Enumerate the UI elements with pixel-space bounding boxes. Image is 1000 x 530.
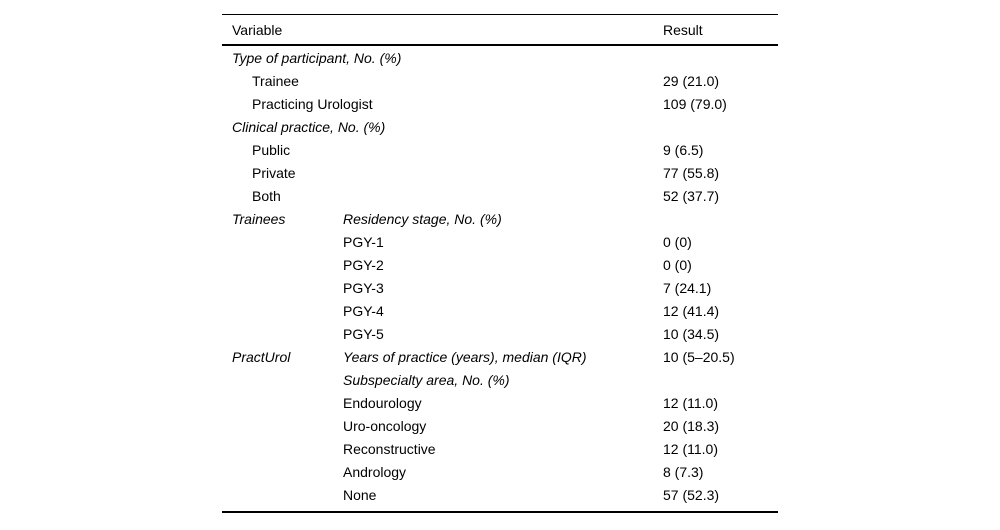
- result-cell: 0 (0): [663, 234, 692, 250]
- variable-cell: PractUrol: [232, 349, 291, 365]
- table-row: Public 9 (6.5): [222, 139, 778, 162]
- variable-cell: Private: [252, 165, 296, 181]
- variable-cell: Both: [252, 188, 281, 204]
- variable-cell: Type of participant, No. (%): [232, 50, 402, 66]
- table-body: Type of participant, No. (%) Trainee 29 (2…: [222, 46, 778, 511]
- table-row: Practicing Urologist 109 (79.0): [222, 93, 778, 116]
- variable-cell: Trainees: [232, 211, 286, 227]
- result-cell: 57 (52.3): [663, 487, 720, 503]
- table-row: None 57 (52.3): [222, 484, 778, 507]
- table-row: Trainee 29 (21.0): [222, 70, 778, 93]
- category-cell: Reconstructive: [343, 441, 436, 457]
- result-cell: 9 (6.5): [663, 142, 704, 158]
- result-cell: 0 (0): [663, 257, 692, 273]
- result-cell: 12 (41.4): [663, 303, 720, 319]
- category-cell: PGY-4: [343, 303, 384, 319]
- result-cell: 29 (21.0): [663, 73, 720, 89]
- category-cell: Years of practice (years), median (IQR): [343, 349, 587, 365]
- table-row: Uro-oncology 20 (18.3): [222, 415, 778, 438]
- category-cell: Uro-oncology: [343, 418, 427, 434]
- table-row: PGY-2 0 (0): [222, 254, 778, 277]
- category-cell: PGY-1: [343, 234, 384, 250]
- column-header-result: Result: [663, 22, 703, 38]
- table-row: Endourology 12 (11.0): [222, 392, 778, 415]
- category-cell: Endourology: [343, 395, 422, 411]
- table-row: Trainees Residency stage, No. (%): [222, 208, 778, 231]
- category-cell: Andrology: [343, 464, 407, 480]
- category-cell: Residency stage, No. (%): [343, 211, 502, 227]
- result-cell: 7 (24.1): [663, 280, 712, 296]
- category-cell: None: [343, 487, 377, 503]
- category-cell: PGY-2: [343, 257, 384, 273]
- variable-cell: Practicing Urologist: [252, 96, 373, 112]
- result-cell: 8 (7.3): [663, 464, 704, 480]
- table-row: Clinical practice, No. (%): [222, 116, 778, 139]
- category-cell: Subspecialty area, No. (%): [343, 372, 510, 388]
- table-row: Both 52 (37.7): [222, 185, 778, 208]
- result-cell: 10 (5–20.5): [663, 349, 735, 365]
- demographics-table: Variable Result Type of participant, No.…: [222, 14, 778, 513]
- variable-cell: Clinical practice, No. (%): [232, 119, 386, 135]
- table-row: Andrology 8 (7.3): [222, 461, 778, 484]
- result-cell: 10 (34.5): [663, 326, 720, 342]
- table-row: PGY-3 7 (24.1): [222, 277, 778, 300]
- table-row: PGY-4 12 (41.4): [222, 300, 778, 323]
- table-row: PractUrol Years of practice (years), medi…: [222, 346, 778, 369]
- result-cell: 20 (18.3): [663, 418, 720, 434]
- result-cell: 12 (11.0): [663, 395, 718, 411]
- table-row: Type of participant, No. (%): [222, 47, 778, 70]
- variable-cell: Public: [252, 142, 291, 158]
- table-row: Private 77 (55.8): [222, 162, 778, 185]
- category-cell: PGY-5: [343, 326, 384, 342]
- result-cell: 12 (11.0): [663, 441, 718, 457]
- variable-cell: Trainee: [252, 73, 299, 89]
- category-cell: PGY-3: [343, 280, 384, 296]
- table-row: PGY-1 0 (0): [222, 231, 778, 254]
- column-header-variable: Variable: [232, 22, 283, 38]
- table-row: PGY-5 10 (34.5): [222, 323, 778, 346]
- result-cell: 109 (79.0): [663, 96, 727, 112]
- table-row: Reconstructive 12 (11.0): [222, 438, 778, 461]
- table-header-row: Variable Result: [222, 15, 778, 46]
- result-cell: 77 (55.8): [663, 165, 720, 181]
- table-row: Subspecialty area, No. (%): [222, 369, 778, 392]
- result-cell: 52 (37.7): [663, 188, 720, 204]
